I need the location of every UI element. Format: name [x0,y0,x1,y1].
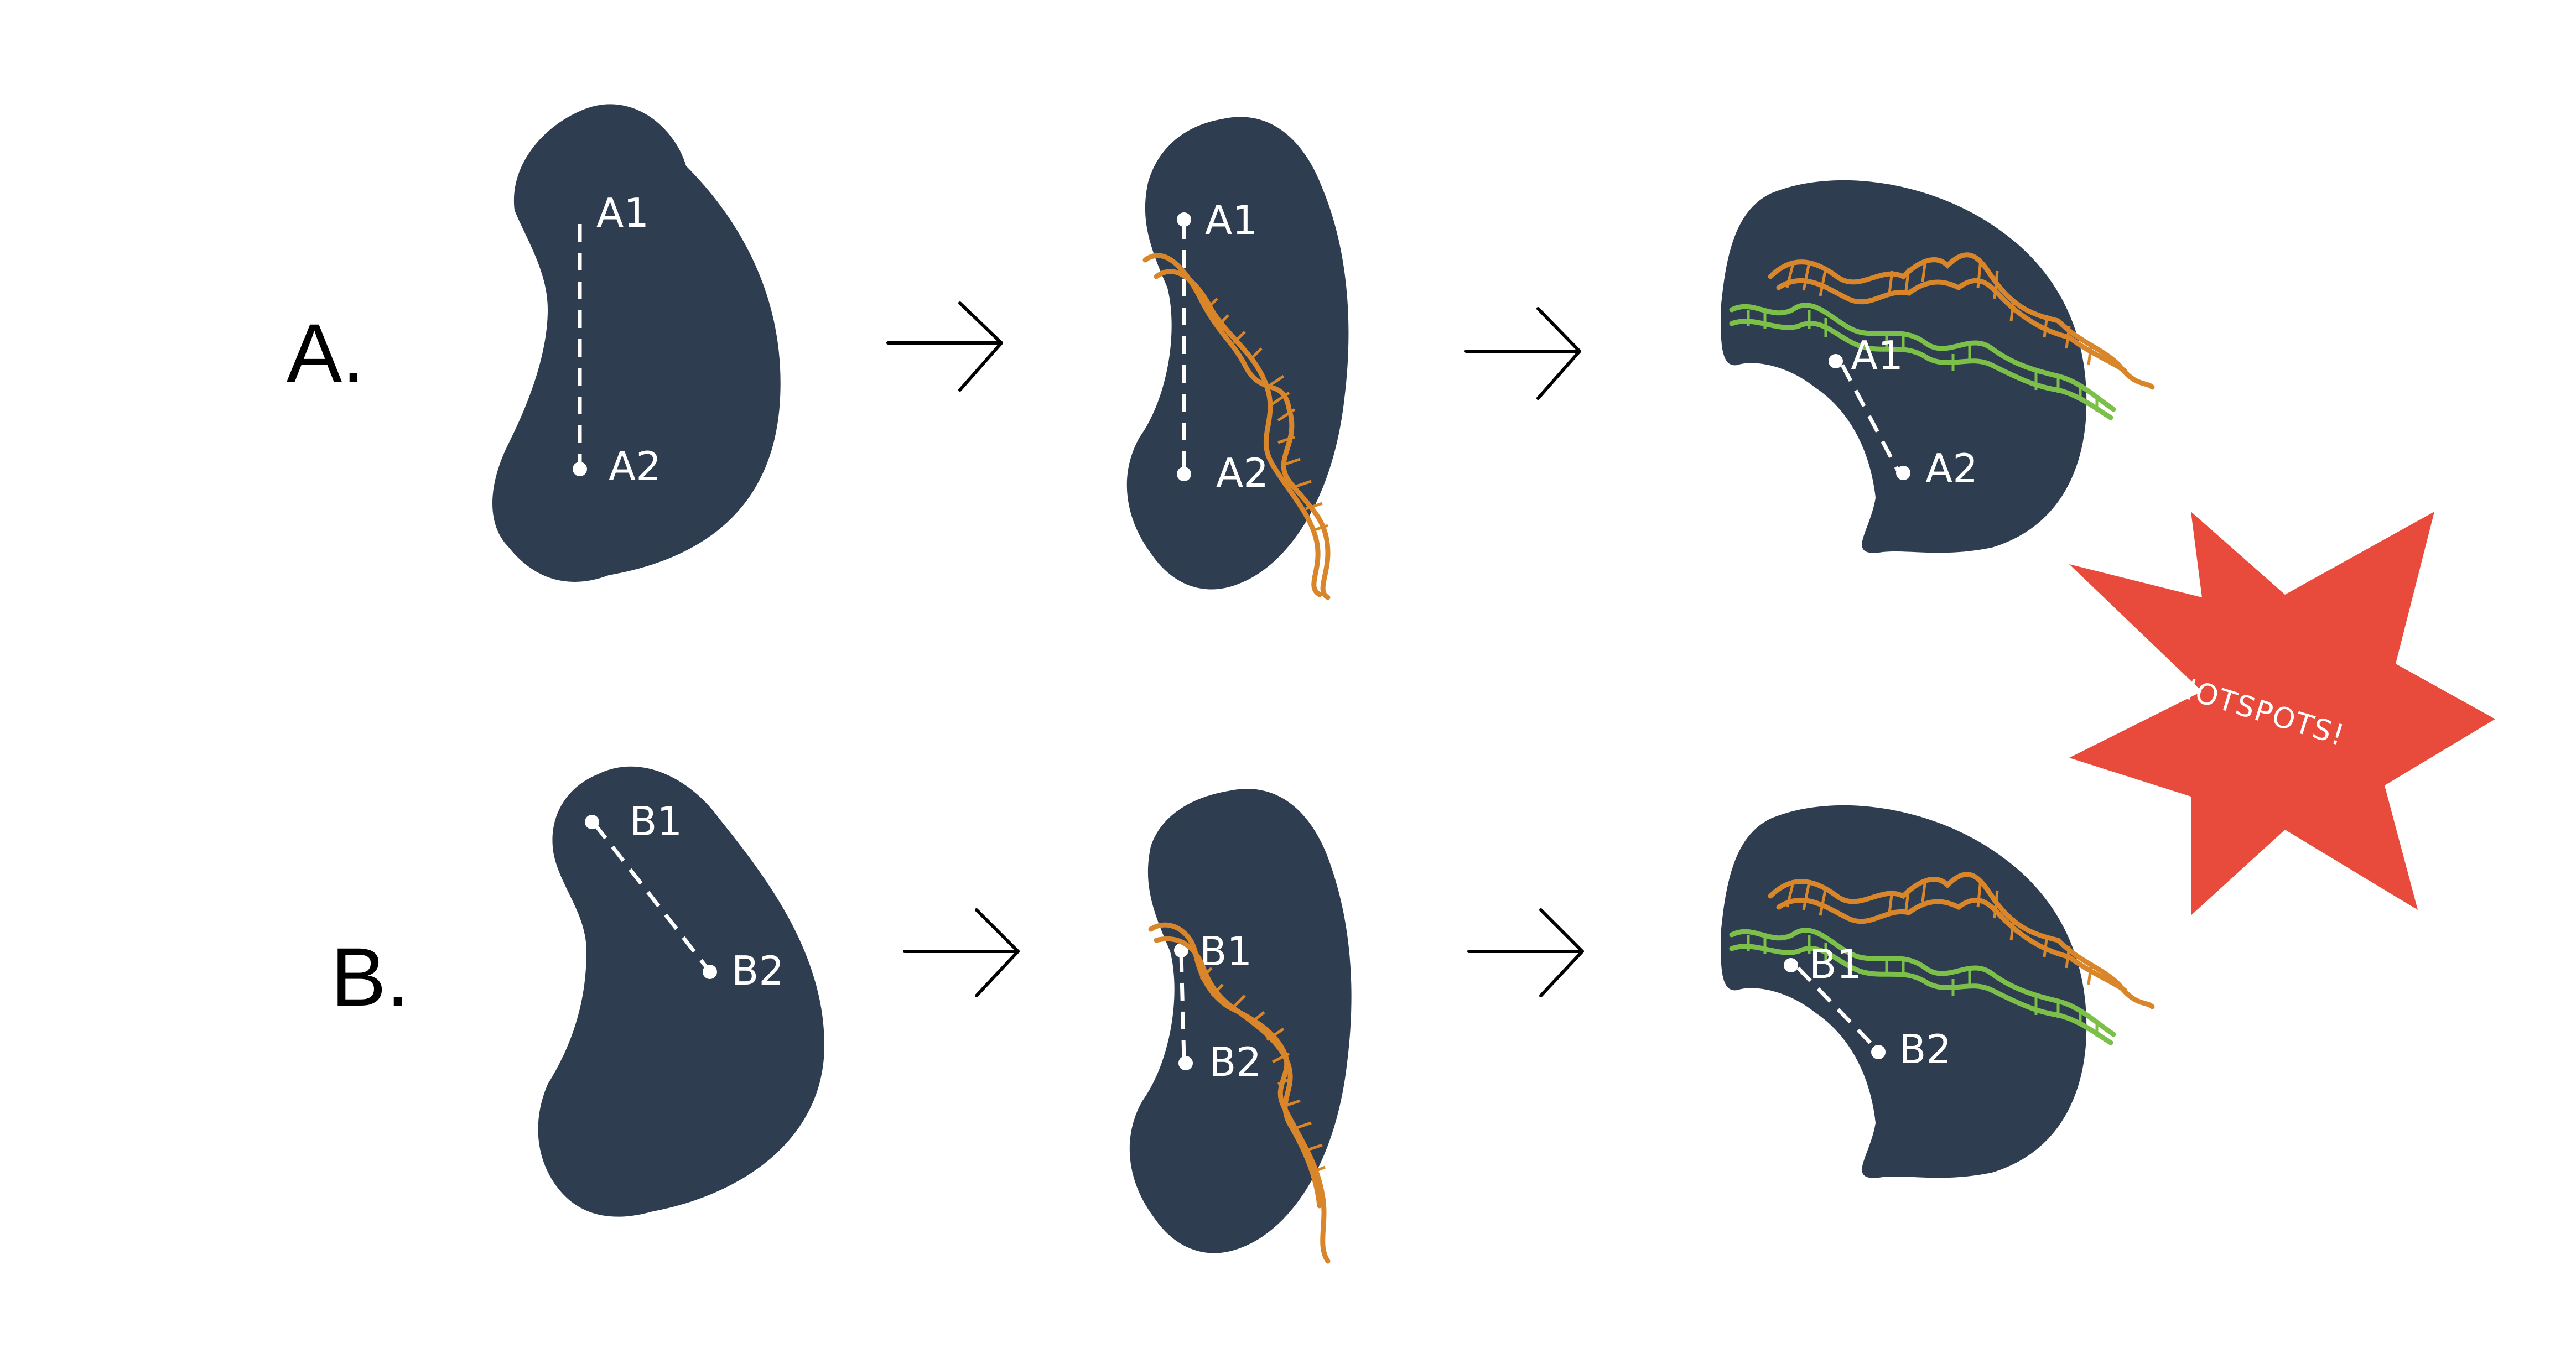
b-stage-3-point-b2 [1871,1045,1886,1059]
protein-a-stage-1 [492,104,781,582]
a-stage-3-point-a1 [1829,354,1843,368]
orange-rna-b-stage-3 [1768,872,2155,1009]
b-stage-1-label-b2: B2 [731,948,784,994]
a-stage-3-label-a1: A1 [1851,332,1903,379]
a-stage-3-point-a2 [1896,466,1910,480]
a-stage-1-point-a2 [573,462,587,476]
protein-a-stage-3 [1721,180,2087,553]
hotspots-burst: HOTSPOTS! [2069,512,2495,915]
b-stage-2-distance-line [1179,954,1186,1060]
a-stage-2-label-a2: A2 [1216,450,1269,496]
b-stage-1-point-b1 [585,815,599,829]
b-stage-3-label-b1: B1 [1809,941,1862,987]
b-stage-1-point-b2 [703,965,717,979]
protein-b-stage-1 [538,766,824,1217]
arrow-b-2 [1467,908,1584,997]
green-rna-a-stage-3 [1729,303,2116,420]
orange-rna-b-stage-2 [1148,922,1331,1264]
b-stage-1-distance-line [593,823,709,970]
a-stage-1-label-a2: A2 [609,443,661,490]
orange-rna-a-stage-2 [1142,253,1331,600]
arrow-a-1 [886,301,1003,392]
a-stage-1-label-a1: A1 [596,190,649,236]
arrow-a-2 [1464,307,1581,400]
a-stage-2-point-a1 [1177,212,1191,227]
b-stage-3-point-b1 [1784,958,1798,972]
b-stage-2-point-b2 [1178,1056,1193,1070]
row-a-label: A. [287,306,365,399]
a-stage-2-label-a1: A1 [1205,197,1258,243]
b-stage-3-distance-line [1796,966,1877,1050]
arrow-b-1 [903,908,1020,997]
b-stage-3-label-b2: B2 [1899,1026,1951,1073]
row-b-label: B. [331,930,409,1023]
a-stage-3-label-a2: A2 [1925,445,1978,492]
b-stage-1-label-b1: B1 [630,798,682,845]
orange-rna-a-stage-3 [1768,252,2155,390]
burst-star-shape [2069,512,2495,915]
a-stage-2-point-a2 [1177,467,1191,481]
green-rna-b-stage-3 [1729,928,2116,1045]
a-stage-3-distance-line [1840,364,1900,471]
b-stage-2-point-b1 [1174,943,1188,957]
b-stage-2-label-b2: B2 [1209,1039,1261,1085]
b-stage-2-label-b1: B1 [1199,928,1252,975]
